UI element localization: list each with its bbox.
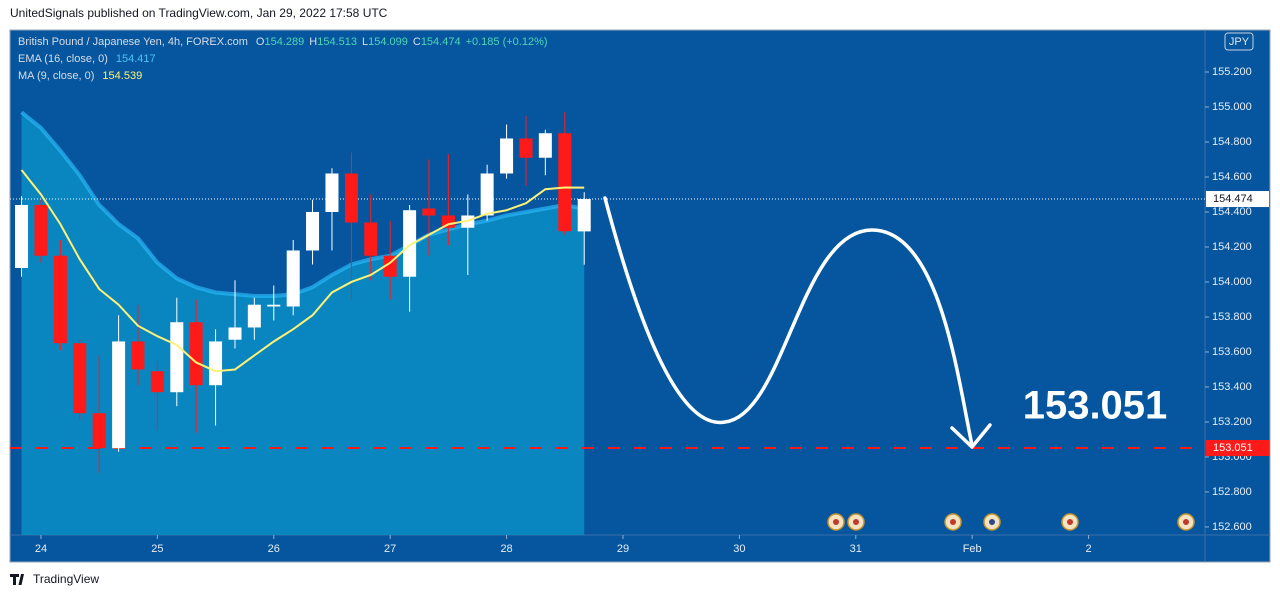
change: +0.185 (+0.12%) [466,36,548,48]
candle-body [53,255,67,344]
candle-body [189,322,203,386]
plot: 152.600152.800153.000153.200153.400153.6… [10,66,1269,555]
candle-body [364,222,378,256]
y-tick-label: 154.000 [1212,276,1252,288]
x-tick-label: 31 [850,543,862,555]
candle-body [403,210,417,277]
legend-main: British Pound / Japanese Yen, 4h, FOREX.… [18,36,548,48]
last-price-label: 154.474 [1213,193,1253,205]
target-price-box [1206,440,1269,457]
candle-body [247,304,261,328]
target-price-label: 153.051 [1213,442,1253,454]
legend-value: 154.417 [116,53,156,65]
y-tick-label: 153.400 [1212,381,1252,393]
x-tick-label: 28 [500,543,512,555]
candle-body [170,322,184,393]
x-tick-label: 27 [384,543,396,555]
legend-entry: EMA (16, close, 0) [18,53,108,65]
y-tick-label: 153.200 [1212,416,1252,428]
candle-body [480,173,494,216]
ohlc-label: L [362,36,368,48]
candle-body [577,199,591,232]
legend-ema: EMA (16, close, 0) 154.417 [18,53,156,65]
candle-body [325,173,339,212]
y-tick-label: 154.400 [1212,206,1252,218]
candle-body [441,215,455,228]
x-tick-label: Feb [963,543,982,555]
ema-line [20,110,585,298]
candle-body [150,371,164,393]
candle-body [112,341,126,449]
x-tick-label: 24 [35,543,47,555]
x-tick-label: 29 [617,543,629,555]
y-tick-label: 153.800 [1212,311,1252,323]
target-annotation: 153.051 [1023,384,1168,428]
ohlc-label: O [256,36,265,48]
candle-body [34,204,48,256]
candle-body [306,211,320,251]
ohlc-label: H [309,36,317,48]
candle-body [131,341,145,370]
legend-value: 154.539 [102,70,142,82]
candle-body [519,138,533,158]
candle-body [558,133,572,232]
candle-body [73,343,87,414]
ohlc-value: 154.474 [421,36,461,48]
candle-body [15,204,29,268]
projection-curve [603,196,974,447]
candle-body [344,173,358,223]
legend-entry: MA (9, close, 0) [18,70,94,82]
y-tick-label: 154.200 [1212,241,1252,253]
ohlc-label: C [413,36,421,48]
x-tick-label: 2 [1086,543,1092,555]
x-tick-label: 25 [151,543,163,555]
candle-body [422,208,436,216]
y-tick-label: 154.600 [1212,171,1252,183]
brand: TradingView [33,572,99,586]
ma-line [20,169,585,373]
currency-button[interactable] [1224,32,1254,51]
y-tick-label: 152.600 [1212,521,1252,533]
symbol-title: British Pound / Japanese Yen, 4h, FOREX.… [18,36,248,48]
legend-ma: MA (9, close, 0) 154.539 [18,70,142,82]
last-price-box [1206,191,1269,208]
y-tick-label: 155.200 [1212,66,1252,78]
candle-body [286,250,300,307]
ohlc-value: 154.513 [317,36,357,48]
candle-body [228,327,242,340]
ohlc-value: 154.289 [264,36,304,48]
brand-logo [10,574,24,585]
y-tick-label: 155.000 [1212,101,1252,113]
candle-body [92,413,106,449]
y-tick-label: 152.800 [1212,486,1252,498]
ema-area [21,112,585,536]
y-tick-label: 153.600 [1212,346,1252,358]
projection-arrowhead [950,423,992,449]
y-tick-label: 154.800 [1212,136,1252,148]
x-tick-label: 26 [268,543,280,555]
currency[interactable]: JPY [1229,36,1250,48]
x-tick-label: 30 [733,543,745,555]
candle-body [267,304,281,307]
candle-body [500,138,514,174]
published-note: UnitedSignals published on TradingView.c… [10,6,388,20]
ohlc-value: 154.099 [368,36,408,48]
candle-body [538,133,552,158]
candle-body [209,341,223,386]
